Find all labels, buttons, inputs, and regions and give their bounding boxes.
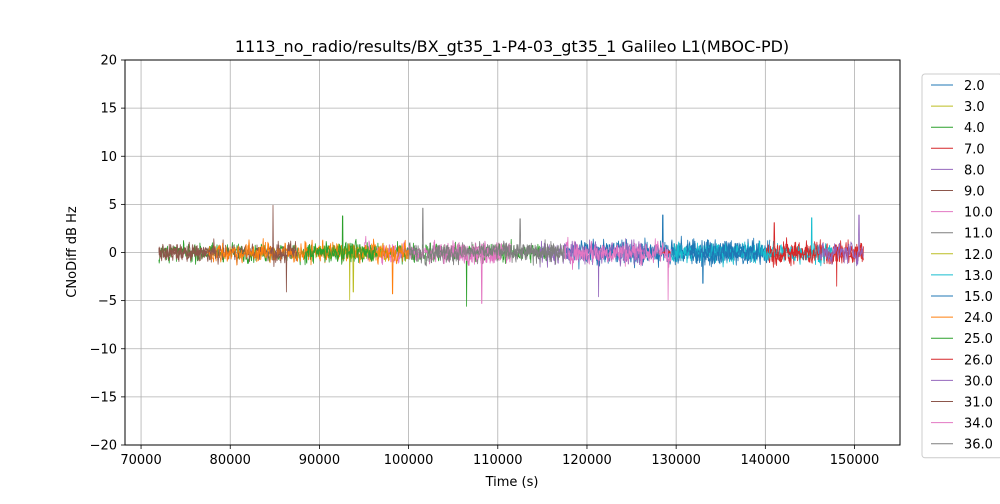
chart-title: 1113_no_radio/results/BX_gt35_1-P4-03_gt… bbox=[235, 37, 789, 57]
legend-label: 8.0 bbox=[964, 163, 985, 178]
legend-label: 30.0 bbox=[964, 374, 993, 389]
legend-label: 4.0 bbox=[964, 121, 985, 136]
x-tick-label: 100000 bbox=[384, 453, 434, 468]
x-tick-label: 140000 bbox=[741, 453, 791, 468]
legend-box bbox=[921, 73, 1000, 459]
y-tick-label: 20 bbox=[100, 54, 117, 69]
legend-label: 10.0 bbox=[964, 206, 993, 221]
y-tick-label: −20 bbox=[90, 439, 117, 454]
y-tick-label: 0 bbox=[109, 246, 117, 261]
legend-label: 3.0 bbox=[964, 100, 985, 115]
x-tick-label: 90000 bbox=[299, 453, 340, 468]
series-line bbox=[435, 218, 561, 266]
plot-area bbox=[158, 204, 864, 307]
x-tick-label: 150000 bbox=[830, 453, 880, 468]
x-tick-label: 120000 bbox=[562, 453, 612, 468]
series-31.0 bbox=[158, 240, 298, 293]
y-tick-label: 15 bbox=[100, 102, 117, 117]
legend-label: 11.0 bbox=[964, 227, 993, 242]
legend-label: 31.0 bbox=[964, 396, 993, 411]
y-axis-label: CNoDiff dB Hz bbox=[65, 206, 80, 298]
legend-label: 34.0 bbox=[964, 417, 993, 432]
series-line bbox=[769, 222, 864, 268]
legend-label: 2.0 bbox=[964, 79, 985, 94]
series-26.0 bbox=[769, 222, 864, 268]
legend-label: 7.0 bbox=[964, 142, 985, 157]
x-tick-label: 130000 bbox=[651, 453, 701, 468]
legend-label: 15.0 bbox=[964, 290, 993, 305]
legend-label: 36.0 bbox=[964, 438, 993, 453]
y-tick-label: −15 bbox=[90, 390, 117, 405]
series-36.0 bbox=[435, 218, 561, 266]
y-tick-label: −5 bbox=[98, 294, 117, 309]
series-line bbox=[305, 215, 378, 265]
series-layer bbox=[158, 204, 864, 307]
series-line bbox=[689, 239, 762, 284]
x-tick-label: 70000 bbox=[120, 453, 161, 468]
series-line bbox=[158, 244, 218, 262]
series-line bbox=[818, 214, 864, 267]
y-tick-label: 5 bbox=[109, 198, 117, 213]
y-axis: −20 −15 −10 −5 0 5 10 15 20 bbox=[90, 54, 125, 454]
series-25.0 bbox=[305, 215, 378, 265]
x-axis: 70000 80000 90000 100000 110000 120000 130000 1… bbox=[120, 445, 879, 468]
y-tick-label: −10 bbox=[90, 342, 117, 357]
legend-label: 9.0 bbox=[964, 185, 985, 200]
x-tick-label: 80000 bbox=[210, 453, 251, 468]
legend: 2.0 3.0 4.0 7.0 8.0 9.0 10.0 11.0 12.0 13.0 15.0 24… bbox=[921, 73, 1000, 459]
legend-label: 24.0 bbox=[964, 311, 993, 326]
series-line bbox=[270, 240, 298, 293]
legend-label: 12.0 bbox=[964, 248, 993, 263]
legend-label: 25.0 bbox=[964, 332, 993, 347]
series-line bbox=[564, 236, 673, 301]
x-tick-label: 110000 bbox=[473, 453, 523, 468]
legend-label: 26.0 bbox=[964, 353, 993, 368]
x-axis-label: Time (s) bbox=[485, 475, 539, 490]
legend-label: 13.0 bbox=[964, 269, 993, 284]
series-15.0 bbox=[689, 239, 762, 284]
y-tick-label: 10 bbox=[100, 150, 117, 165]
series-30.0 bbox=[818, 214, 864, 267]
